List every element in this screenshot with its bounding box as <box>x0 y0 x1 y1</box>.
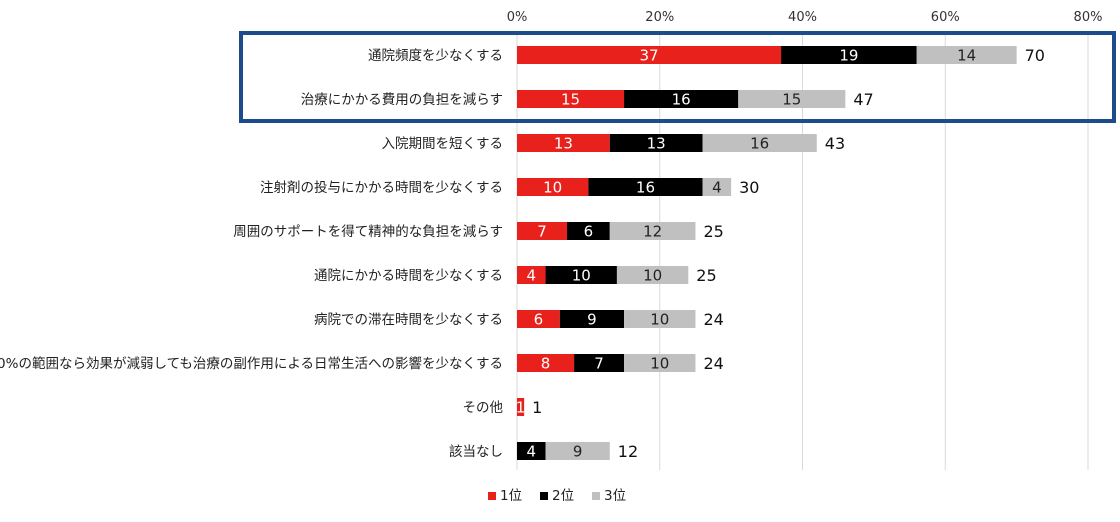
segment-value-label: 15 <box>782 91 801 109</box>
bar-segment <box>517 222 567 240</box>
highlight-rect <box>239 31 1116 123</box>
segment-value-label: 4 <box>527 267 537 285</box>
total-value-label: 1 <box>532 398 542 417</box>
legend-swatch <box>540 492 548 500</box>
bar-segment <box>517 134 610 152</box>
category-label: 治療にかかる費用の負担を減らす <box>301 91 503 108</box>
segment-value-label: 19 <box>839 47 858 65</box>
total-value-label: 47 <box>853 90 873 109</box>
legend-swatch <box>488 492 496 500</box>
bar-segment <box>517 90 625 108</box>
segment-value-label: 13 <box>554 135 573 153</box>
segment-value-label: 6 <box>534 311 544 329</box>
bar-segment <box>738 90 846 108</box>
segment-value-label: 14 <box>957 47 976 65</box>
segment-value-label: 9 <box>573 443 583 461</box>
bar-segment <box>517 46 782 64</box>
segment-value-label: 16 <box>750 135 769 153</box>
legend: 1位 2位 3位 <box>488 488 626 504</box>
bar-segment <box>624 354 696 372</box>
x-axis-ticks: 0% 20% 40% 60% 80% <box>507 10 1103 25</box>
category-label: その他 <box>463 400 504 416</box>
bar-segment <box>916 46 1017 64</box>
bar-segment <box>781 46 917 64</box>
segment-value-label: 10 <box>543 179 562 197</box>
highlight-box <box>239 31 1116 123</box>
segment-value-label: 12 <box>643 223 662 241</box>
category-label: 病院での滞在時間を少なくする <box>314 312 503 328</box>
total-value-label: 30 <box>739 178 759 197</box>
category-label: 10%の範囲なら効果が減弱しても治療の副作用による日常生活への影響を少なくする <box>0 355 503 372</box>
segment-value-label: 37 <box>639 47 658 65</box>
legend-label: 2位 <box>552 488 574 504</box>
bar-segment <box>574 354 625 372</box>
bar-segment <box>624 310 696 328</box>
total-value-label: 70 <box>1025 46 1045 65</box>
segment-value-label: 9 <box>587 311 597 329</box>
bar-segment <box>545 442 610 460</box>
segment-value-label: 8 <box>541 355 551 373</box>
x-tick-label: 0% <box>507 10 528 25</box>
bar-segment <box>517 354 575 372</box>
bar-segment <box>616 266 689 284</box>
category-label: 該当なし <box>449 444 503 460</box>
bar-segment <box>517 266 546 284</box>
bar-segment <box>517 178 589 196</box>
bar-segment <box>517 398 525 416</box>
segment-value-label: 10 <box>650 311 669 329</box>
category-label: 通院頻度を少なくする <box>368 48 503 64</box>
bar-segment <box>588 178 703 196</box>
bar-segment <box>609 134 703 152</box>
segment-value-label: 1 <box>516 399 526 417</box>
segment-value-label: 7 <box>537 223 547 241</box>
legend-label: 1位 <box>500 488 522 504</box>
bar-segment <box>624 90 739 108</box>
segment-value-label: 16 <box>672 91 691 109</box>
segment-value-label: 16 <box>636 179 655 197</box>
bar-segment <box>559 310 625 328</box>
segment-value-label: 10 <box>572 267 591 285</box>
category-label: 周囲のサポートを得て精神的な負担を減らす <box>233 223 503 240</box>
x-tick-label: 20% <box>645 10 674 25</box>
bar-segment <box>517 442 546 460</box>
segment-value-label: 10 <box>650 355 669 373</box>
bar-segment <box>702 134 817 152</box>
segment-value-label: 7 <box>594 355 604 373</box>
total-value-label: 43 <box>825 134 845 153</box>
category-label: 注射剤の投与にかかる時間を少なくする <box>260 180 503 196</box>
total-value-label: 24 <box>703 354 723 373</box>
legend-label: 3位 <box>604 488 626 504</box>
bar-segment <box>545 266 617 284</box>
segment-value-label: 4 <box>712 179 722 197</box>
total-value-label: 25 <box>696 266 716 285</box>
category-labels: 通院頻度を少なくする治療にかかる費用の負担を減らす入院期間を短くする注射剤の投与… <box>0 48 503 460</box>
segment-value-label: 4 <box>527 443 537 461</box>
bar-segment <box>609 222 696 240</box>
total-value-label: 24 <box>703 310 723 329</box>
category-label: 入院期間を短くする <box>382 136 504 152</box>
segment-value-label: 6 <box>584 223 594 241</box>
legend-swatch <box>592 492 600 500</box>
bar-segment <box>517 310 560 328</box>
segment-value-label: 13 <box>647 135 666 153</box>
x-tick-label: 80% <box>1074 10 1103 25</box>
category-label: 通院にかかる時間を少なくする <box>314 268 503 284</box>
bar-segment <box>566 222 610 240</box>
x-tick-label: 60% <box>931 10 960 25</box>
total-value-label: 12 <box>618 442 638 461</box>
segment-value-label: 10 <box>643 267 662 285</box>
bar-segment <box>702 178 732 196</box>
x-tick-label: 40% <box>788 10 817 25</box>
segment-value-label: 15 <box>561 91 580 109</box>
total-value-label: 25 <box>703 222 723 241</box>
